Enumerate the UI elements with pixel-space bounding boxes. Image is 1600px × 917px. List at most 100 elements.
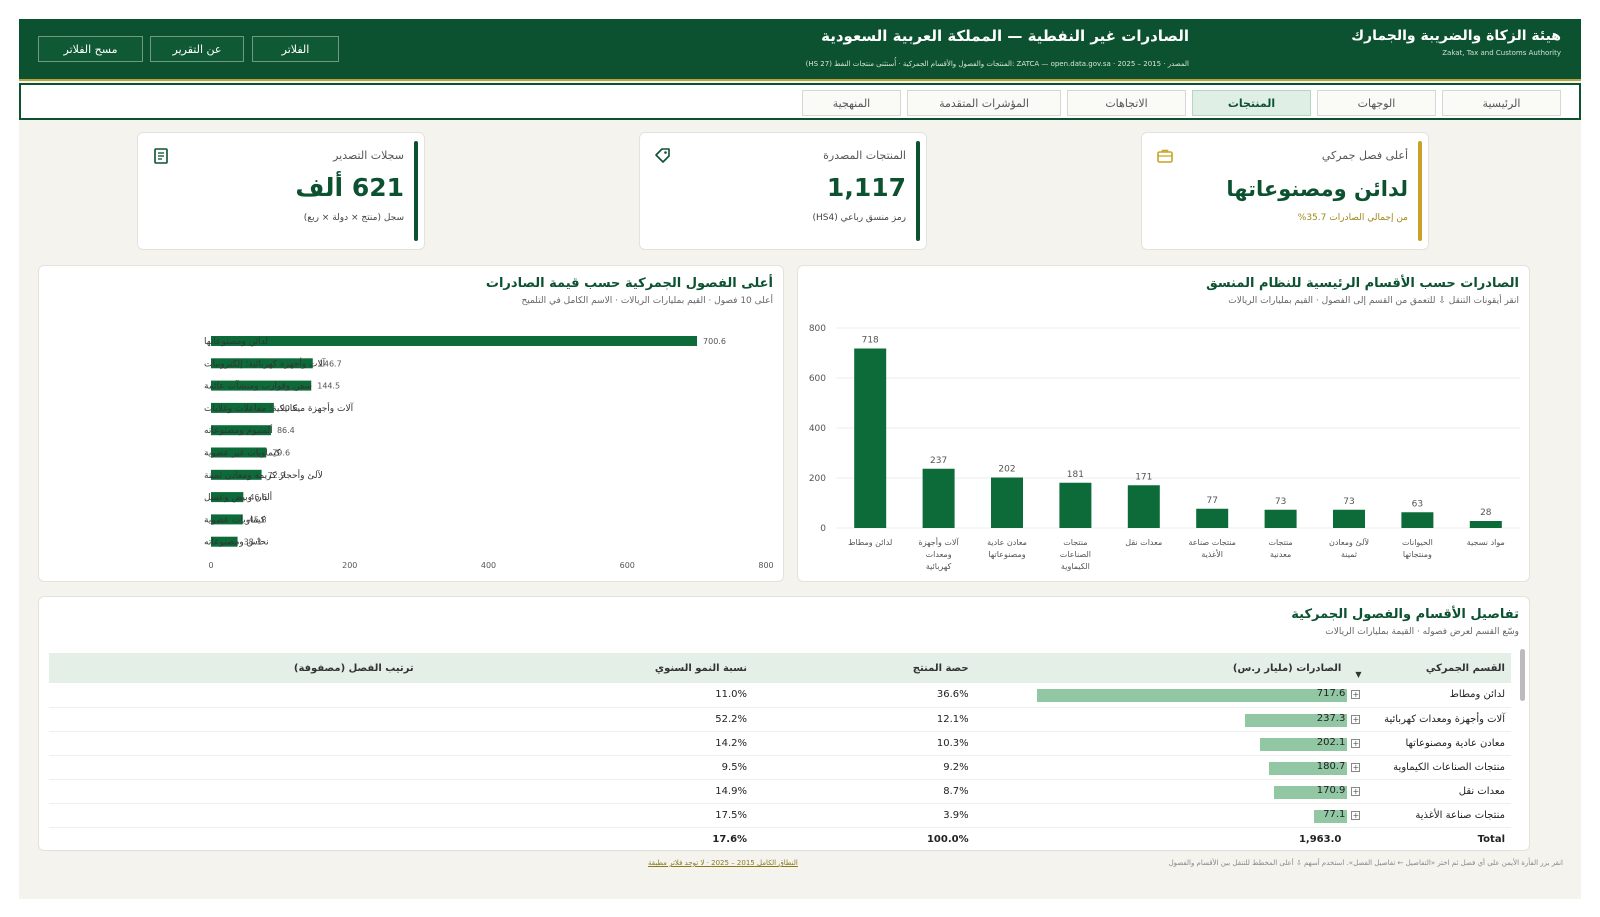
col-header-growth[interactable]: نسبة النمو السنوي — [419, 653, 754, 683]
rank-cell — [49, 827, 420, 852]
section-name-cell: لدائن ومطاط + — [1347, 683, 1511, 708]
filters-button[interactable]: الفلاتر — [252, 36, 339, 62]
x-tick-label: 600 — [620, 561, 635, 570]
kpi-title: المنتجات المصدرة — [823, 149, 906, 162]
exports-cell: 180.7 — [974, 755, 1348, 780]
exports-bar — [1244, 713, 1348, 727]
data-label: 700.6 — [703, 337, 726, 346]
briefcase-icon — [1157, 149, 1173, 163]
exports-value: 237.3 — [1316, 712, 1346, 724]
total-label: Total — [1347, 827, 1511, 852]
table-row[interactable]: 11.0% 36.6% 717.6 لدائن ومطاط + — [49, 683, 1511, 708]
rank-cell — [49, 731, 420, 756]
report-subtitle: المصدر · 2015 – 2025 · ZATCA — open.data… — [805, 60, 1189, 68]
bar — [1401, 512, 1434, 528]
kpi-accent-bar — [916, 141, 920, 241]
growth-cell: 9.5% — [419, 755, 754, 780]
table-scrollbar[interactable] — [1520, 649, 1525, 701]
col-header-section[interactable]: القسم الجمركي ▼ — [1347, 653, 1511, 683]
x-tick-label: الكيماوية — [1061, 562, 1090, 571]
table-row[interactable]: 9.5% 9.2% 180.7 منتجات الصناعات الكيماوية + — [49, 755, 1511, 780]
data-label: 46.6 — [249, 493, 267, 502]
kpi-subtitle: من إجمالي الصادرات 35.7% — [1297, 213, 1408, 223]
x-tick-label: الأغذية — [1201, 549, 1223, 559]
bar — [211, 425, 271, 436]
expand-icon[interactable]: + — [1351, 738, 1361, 748]
bar — [211, 380, 312, 391]
kpi-title: أعلى فصل جمركي — [1321, 149, 1408, 162]
dashboard-frame: هيئة الزكاة والضريبة والجمارك Zakat, Tax… — [19, 19, 1581, 899]
footer-range-link[interactable]: النطاق الكامل 2015 – 2025 · لا توجد فلات… — [648, 859, 798, 867]
x-tick-label: لدائن ومطاط — [848, 538, 892, 547]
table-row[interactable]: 14.2% 10.3% 202.1 معادن عادية ومصنوعاتها + — [49, 731, 1511, 756]
tab-trends[interactable]: الاتجاهات — [1067, 90, 1186, 116]
bar — [922, 468, 955, 528]
exports-bar — [1273, 785, 1348, 799]
rank-cell — [49, 803, 420, 828]
panel-subtitle: وسّع القسم لعرض فصوله · القيمة بمليارات … — [1325, 627, 1519, 637]
expand-icon[interactable]: + — [1351, 786, 1361, 796]
bar — [211, 447, 267, 458]
kpi-card-records: سجلات التصدير 621 ألف سجل (منتج × دولة ×… — [137, 132, 425, 250]
x-tick-label: معدات نقل — [1125, 538, 1162, 547]
share-total: 100.0% — [753, 827, 975, 852]
y-tick-label: لآلئ وأحجار كريمة ومعادن ثمينة — [204, 469, 323, 481]
table-row[interactable]: 14.9% 8.7% 170.9 معدات نقل + — [49, 779, 1511, 804]
x-tick-label: ومعدات — [926, 550, 952, 559]
exports-value: 180.7 — [1316, 760, 1346, 772]
data-label: 144.5 — [317, 382, 340, 391]
kpi-subtitle: سجل (منتج × دولة × ربع) — [303, 213, 404, 223]
growth-cell: 14.2% — [419, 731, 754, 756]
nav-tabs: الرئيسية الوجهات المنتجات الاتجاهات المؤ… — [19, 83, 1581, 120]
share-cell: 12.1% — [753, 707, 975, 732]
bar — [854, 348, 887, 528]
section-name: منتجات صناعة الأغذية — [1415, 809, 1505, 821]
tab-products[interactable]: المنتجات — [1192, 90, 1311, 116]
panel-title: أعلى الفصول الجمركية حسب قيمة الصادرات — [485, 276, 773, 291]
tab-advanced-indicators[interactable]: المؤشرات المتقدمة — [907, 90, 1061, 116]
clear-filters-button[interactable]: مسح الفلاتر — [38, 36, 143, 62]
bar — [1196, 508, 1229, 528]
tab-methodology[interactable]: المنهجية — [802, 90, 901, 116]
x-tick-label: معدنية — [1270, 550, 1291, 559]
tab-home[interactable]: الرئيسية — [1442, 90, 1561, 116]
section-name: معدات نقل — [1458, 785, 1505, 797]
sort-desc-icon[interactable]: ▼ — [1355, 670, 1362, 679]
tab-destinations[interactable]: الوجهات — [1317, 90, 1436, 116]
growth-cell: 17.5% — [419, 803, 754, 828]
expand-icon[interactable]: + — [1351, 762, 1361, 772]
kpi-subtitle: رمز منسق رباعي (HS4) — [812, 213, 907, 223]
bar — [211, 358, 313, 369]
col-header-rank[interactable]: ترتيب الفصل (مصفوفة) — [49, 653, 420, 683]
expand-icon[interactable]: + — [1351, 810, 1361, 820]
org-name-english: Zakat, Tax and Customs Authority — [1442, 49, 1561, 57]
section-name-cell: معادن عادية ومصنوعاتها + — [1347, 731, 1511, 756]
exports-value: 717.6 — [1316, 688, 1346, 699]
y-tick-label: 200 — [809, 474, 826, 484]
y-tick-label: آلات وأجهزة ميكانيكية؛ مفاعلات وغلايات — [204, 402, 354, 414]
sections-bar-chart: 0 200 400 600 800 718 لدائن ومطاط 237 آلات وأجهز… — [809, 324, 1520, 571]
about-report-button[interactable]: عن التقرير — [150, 36, 244, 62]
kpi-card-top-chapter: أعلى فصل جمركي لدائن ومصنوعاتها من إجمال… — [1141, 132, 1429, 250]
section-name: معادن عادية ومصنوعاتها — [1405, 737, 1506, 749]
data-label: 72.9 — [268, 471, 286, 480]
rank-cell — [49, 755, 420, 780]
exports-value: 202.1 — [1316, 736, 1346, 748]
data-label: 146.7 — [319, 359, 342, 368]
expand-icon[interactable]: + — [1351, 690, 1361, 699]
col-header-share[interactable]: حصة المنتج — [753, 653, 975, 683]
col-header-exports[interactable]: الصادرات (مليار ر.س) — [974, 653, 1348, 683]
expand-icon[interactable]: + — [1351, 714, 1361, 724]
data-label: 237 — [930, 456, 947, 466]
kpi-card-products: المنتجات المصدرة 1,117 رمز منسق رباعي (H… — [639, 132, 927, 250]
y-tick-label: كيماويات غير عضوية — [204, 449, 281, 459]
detail-table: ترتيب الفصل (مصفوفة) نسبة النمو السنوي ح… — [49, 653, 1511, 852]
y-tick-label: آلات وأجهزة كهربائية؛ إلكترونيات — [204, 357, 326, 369]
panel-subtitle: انقر أيقونات التنقل ⇩ للتعمق من القسم إل… — [1228, 296, 1519, 306]
data-label: 77 — [1206, 496, 1217, 506]
growth-cell: 11.0% — [419, 683, 754, 708]
data-label: 38.3 — [244, 538, 262, 547]
data-label: 63 — [1412, 499, 1423, 509]
table-row[interactable]: 17.5% 3.9% 77.1 منتجات صناعة الأغذية + — [49, 803, 1511, 828]
table-row[interactable]: 52.2% 12.1% 237.3 آلات وأجهزة ومعدات كهربائ… — [49, 707, 1511, 732]
